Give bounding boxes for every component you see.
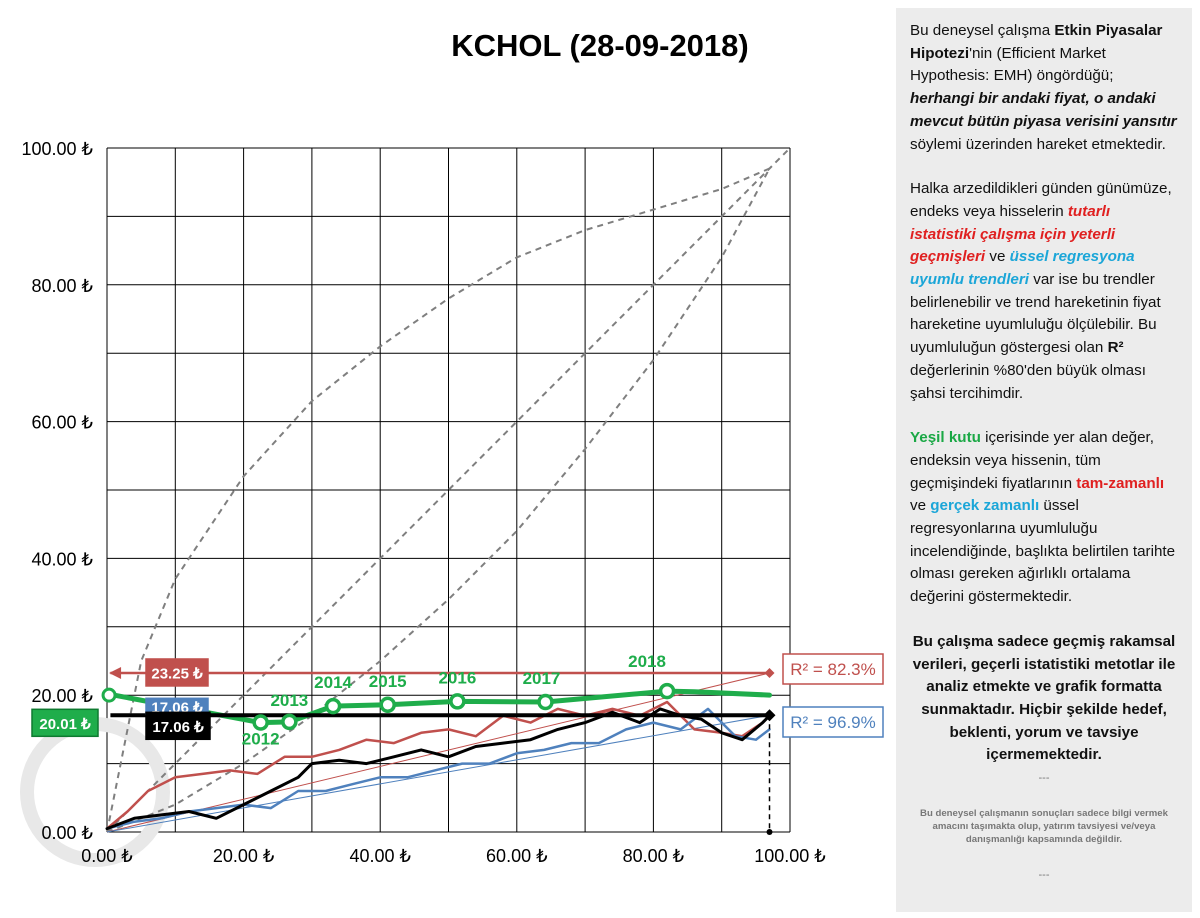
p2-text-b: tutarlı istatistiki çalışma için yeterli… <box>910 202 1116 266</box>
blue-series-line <box>105 707 771 830</box>
year-label: 2014 <box>314 673 352 692</box>
red-trendline <box>106 672 770 833</box>
x-tick-label: 80.00 ₺ <box>623 846 685 866</box>
green-value-label: 20.01 ₺ <box>39 716 91 733</box>
envelope-curve-3 <box>106 147 791 833</box>
envelope-curve-1 <box>106 167 770 833</box>
year-marker <box>449 693 466 710</box>
r2-red-label: R² = 82.3% <box>790 660 876 679</box>
panel-paragraph-4: Bu çalışma sadece geçmiş rakamsal verile… <box>912 632 1176 764</box>
y-tick-label: 0.00 ₺ <box>42 823 94 843</box>
red-arrowhead <box>109 666 122 679</box>
red-end-marker <box>764 667 775 678</box>
p3-text-b: içerisinde yer alan değer, endeksin veya… <box>910 429 1154 492</box>
panel-paragraph-2: Halka arzedildikleri günden günümüze, en… <box>910 178 1178 405</box>
chart-plot: 0.00 ₺ 20.00 ₺ 40.00 ₺ 60.00 ₺ 80.00 ₺ 100.00… <box>20 139 884 867</box>
p3-text-c: tam-zamanlı <box>1076 474 1165 492</box>
y-tick-label: 100.00 ₺ <box>21 139 93 159</box>
p2-text-f: R² <box>1107 339 1124 357</box>
p2-text-d: üssel regresyona uyumlu trendleri <box>910 248 1135 289</box>
year-marker <box>324 697 342 715</box>
year-label: 2016 <box>438 668 476 687</box>
green-start-marker <box>101 687 117 703</box>
green-series-line <box>111 688 772 726</box>
year-marker <box>658 682 676 700</box>
p3-text-d: ve <box>910 497 931 515</box>
p1-text-b: Etkin Piyasalar Hipotezi <box>910 22 1163 62</box>
year-label: 2013 <box>270 691 308 710</box>
year-marker <box>281 713 298 731</box>
black-value-label-box <box>145 711 211 741</box>
p3-text-e: gerçek zamanlı <box>930 497 1040 515</box>
side-panel: Bu deneysel çalışma Etkin Piyasalar Hipo… <box>896 8 1192 912</box>
drop-line-end <box>766 829 773 835</box>
red-value-label-box <box>145 658 209 687</box>
year-label: 2018 <box>628 652 666 671</box>
panel-paragraph-3: Yeşil kutu içerisinde yer alan değer, en… <box>910 427 1178 609</box>
p2-text-a: Halka arzedildikleri günden günümüze, en… <box>910 180 1172 220</box>
p1-text-c: 'nin (Efficient Market Hypothesis: EMH) … <box>910 44 1114 85</box>
x-tick-label: 40.00 ₺ <box>349 846 411 866</box>
red-series-line <box>105 700 771 830</box>
p2-text-c: ve <box>985 248 1010 266</box>
x-tick-label: 100.00 ₺ <box>754 846 826 866</box>
y-tick-label: 60.00 ₺ <box>32 413 94 433</box>
year-marker <box>537 693 554 711</box>
year-marker <box>252 714 269 731</box>
y-tick-label: 40.00 ₺ <box>32 549 94 569</box>
separator-top: --- <box>1038 772 1050 785</box>
year-label: 2012 <box>242 730 280 749</box>
year-label: 2015 <box>369 672 407 691</box>
x-tick-label: 60.00 ₺ <box>486 846 548 866</box>
r2-red-label-box <box>782 653 884 685</box>
y-tick-label: 20.00 ₺ <box>32 686 94 706</box>
envelope-curve-2 <box>106 168 771 833</box>
black-series-line <box>105 707 771 831</box>
p2-text-g: değerlerinin %80'den büyük olması şahsi … <box>910 361 1146 402</box>
p1-text-d: herhangi bir andaki fiyat, o andaki mevc… <box>910 90 1177 130</box>
black-value-label: 17.06 ₺ <box>152 719 204 736</box>
green-value-label-box <box>31 708 99 738</box>
p3-text-f: üssel regresyonlarına uyumluluğu incelen… <box>910 497 1176 606</box>
x-tick-label: 20.00 ₺ <box>213 846 275 866</box>
year-label: 2017 <box>523 669 561 688</box>
blue-trendline <box>106 714 770 833</box>
p2-text-e: var ise bu trendler belirlenebilir ve tr… <box>910 271 1161 357</box>
p3-text-a: Yeşil kutu <box>910 429 981 447</box>
r2-blue-label-box <box>782 706 884 738</box>
chart-title: KCHOL (28-09-2018) <box>451 28 749 63</box>
disclaimer: Bu deneysel çalışmanın sonuçları sadece … <box>920 808 1168 846</box>
panel-paragraph-1: Bu deneysel çalışma Etkin Piyasalar Hipo… <box>910 20 1178 156</box>
p1-text-a: Bu deneysel çalışma <box>910 22 1055 39</box>
year-marker <box>379 696 396 714</box>
p1-text-e: söylemi üzerinden hareket etmektedir. <box>910 135 1166 153</box>
r2-blue-label: R² = 96.9% <box>790 713 876 732</box>
x-tick-label: 0.00 ₺ <box>81 846 133 866</box>
separator-bottom: --- <box>1038 869 1050 882</box>
red-value-label: 23.25 ₺ <box>151 665 203 682</box>
y-tick-label: 80.00 ₺ <box>32 276 94 296</box>
